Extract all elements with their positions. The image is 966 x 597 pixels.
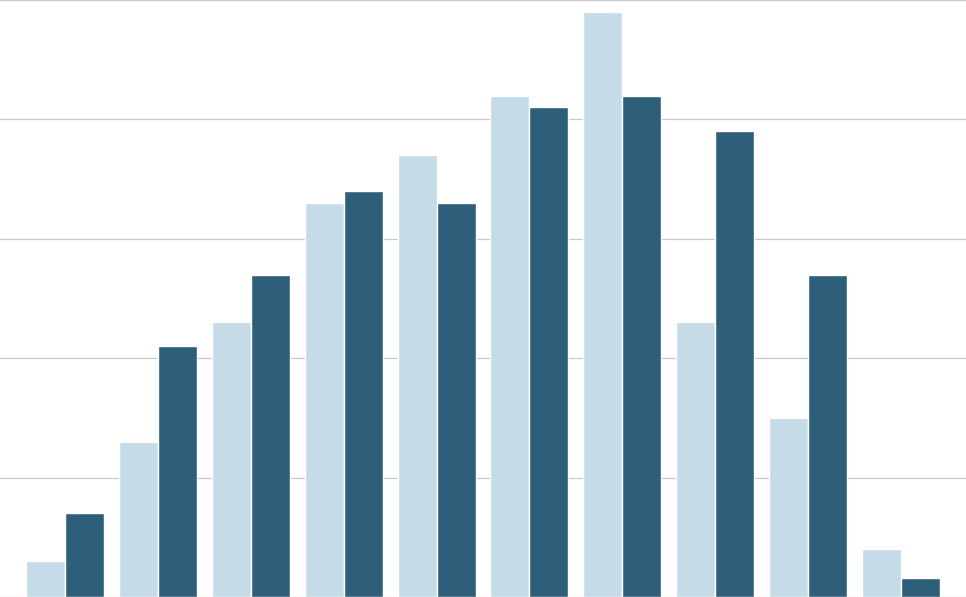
Bar — [304, 203, 344, 597]
Bar — [398, 155, 437, 597]
Bar — [437, 203, 475, 597]
Bar — [769, 418, 809, 597]
Bar — [901, 578, 940, 597]
Bar — [491, 96, 529, 597]
Bar — [344, 191, 383, 597]
Bar — [26, 561, 65, 597]
Bar — [212, 322, 251, 597]
Bar — [583, 12, 622, 597]
Bar — [529, 107, 568, 597]
Bar — [157, 346, 197, 597]
Bar — [676, 322, 715, 597]
Bar — [622, 96, 662, 597]
Bar — [862, 549, 901, 597]
Bar — [119, 442, 157, 597]
Bar — [251, 275, 290, 597]
Bar — [809, 275, 847, 597]
Bar — [715, 131, 754, 597]
Bar — [65, 513, 104, 597]
